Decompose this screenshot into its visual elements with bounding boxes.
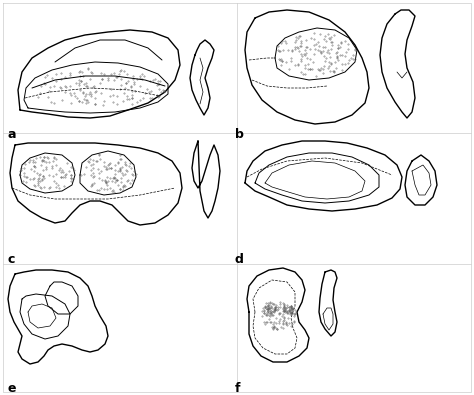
Text: c: c [8,253,15,266]
Text: a: a [8,128,17,141]
Text: b: b [235,128,244,141]
Text: e: e [8,382,17,395]
Text: f: f [235,382,240,395]
Text: d: d [235,253,244,266]
